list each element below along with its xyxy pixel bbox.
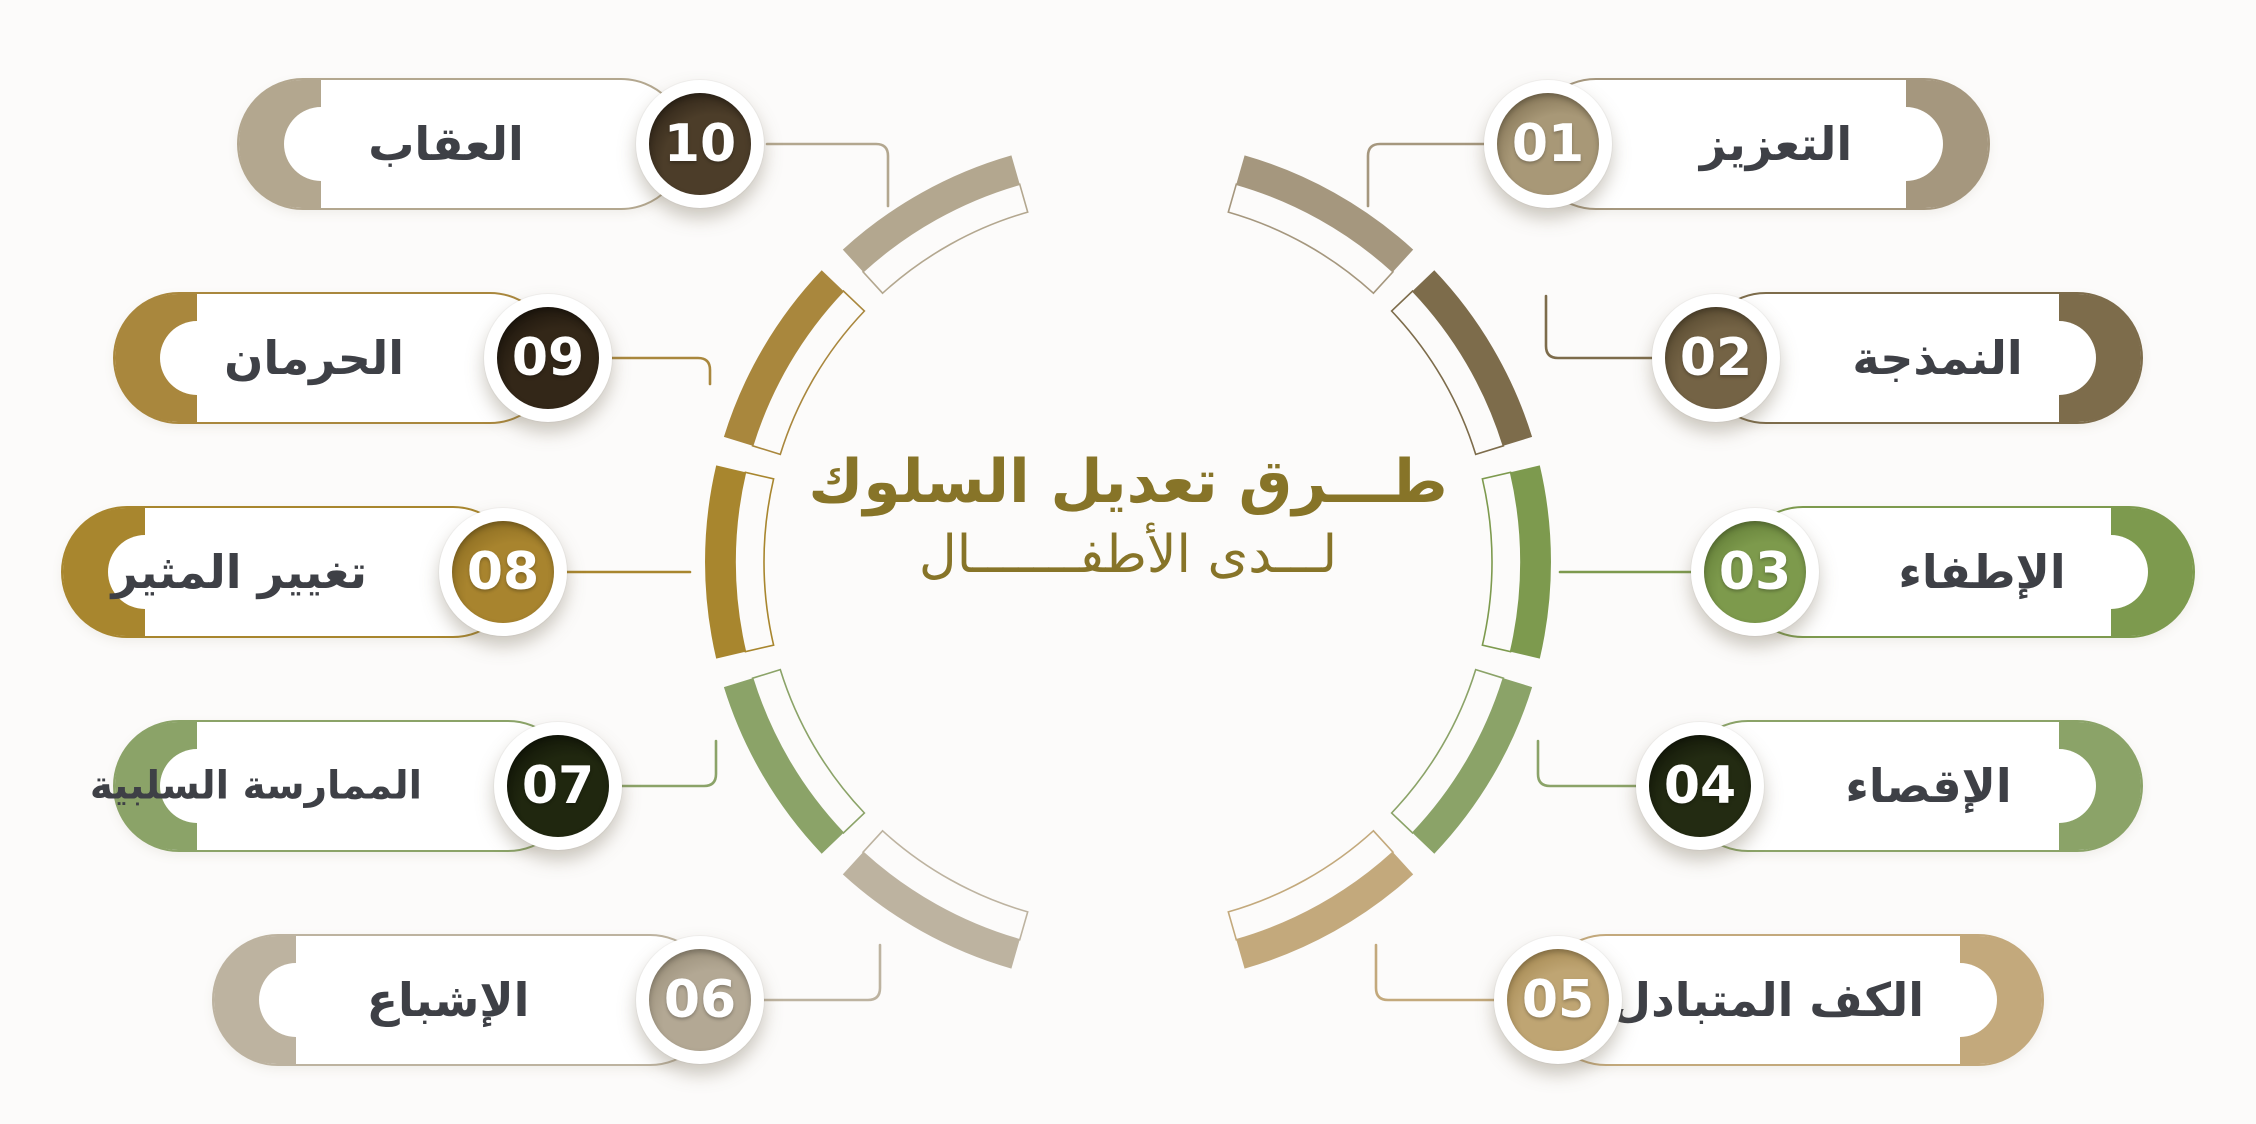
item-number-circle-07: 07 — [507, 735, 609, 837]
arc-band-segment-01 — [1236, 155, 1414, 272]
arc-band-segment-08 — [705, 465, 746, 659]
arc-band-segment-10 — [842, 155, 1020, 272]
arc-outline-segment-05 — [1227, 829, 1395, 941]
connector-line-05 — [1374, 943, 1496, 1002]
item-number-badge-10: 10 — [636, 80, 764, 208]
item-label-06: الإشباع — [366, 973, 530, 1027]
item-number-circle-06: 06 — [649, 949, 751, 1051]
connector-line-07 — [618, 739, 718, 788]
arc-band-segment-04 — [1412, 678, 1533, 854]
item-label-10: العقاب — [368, 117, 524, 171]
item-number-circle-01: 01 — [1497, 93, 1599, 195]
arc-outline-segment-08 — [734, 471, 775, 653]
item-number-circle-02: 02 — [1665, 307, 1767, 409]
item-number-badge-02: 02 — [1652, 294, 1780, 422]
item-number-10: 10 — [663, 114, 737, 174]
item-number-badge-05: 05 — [1494, 936, 1622, 1064]
item-number-badge-01: 01 — [1484, 80, 1612, 208]
connector-line-01 — [1366, 142, 1486, 208]
item-label-08: تغيير المثير — [111, 545, 367, 599]
arc-band-segment-06 — [842, 852, 1020, 969]
item-pill-05: الكف المتبادل — [1540, 934, 2044, 1066]
item-number-02: 02 — [1679, 328, 1753, 388]
item-pill-09: الحرمان — [113, 292, 556, 424]
item-label-05: الكف المتبادل — [1611, 973, 1924, 1027]
item-number-badge-08: 08 — [439, 508, 567, 636]
center-title: طـــرق تعديل السلوك لـــدى الأطفـــــــا… — [778, 448, 1478, 588]
arc-outline-segment-02 — [1390, 289, 1505, 456]
item-number-circle-08: 08 — [452, 521, 554, 623]
connector-line-02 — [1544, 294, 1654, 360]
arc-outline-segment-01 — [1227, 183, 1395, 295]
item-number-03: 03 — [1718, 542, 1792, 602]
item-pill-01: التعزيز — [1530, 78, 1990, 210]
arc-band-segment-07 — [723, 678, 844, 854]
arc-outline-segment-04 — [1390, 668, 1505, 835]
item-pill-03: الإطفاء — [1737, 506, 2195, 638]
item-number-badge-09: 09 — [484, 294, 612, 422]
arc-outline-segment-03 — [1481, 471, 1522, 653]
item-number-06: 06 — [663, 970, 737, 1030]
item-number-08: 08 — [466, 542, 540, 602]
arc-outline-segment-06 — [861, 829, 1029, 941]
item-number-badge-07: 07 — [494, 722, 622, 850]
item-number-05: 05 — [1521, 970, 1595, 1030]
connector-line-04 — [1536, 739, 1638, 788]
arc-band-segment-05 — [1236, 852, 1414, 969]
arc-outline-segment-09 — [751, 289, 866, 456]
item-number-01: 01 — [1511, 114, 1585, 174]
item-number-circle-10: 10 — [649, 93, 751, 195]
item-pill-06: الإشباع — [212, 934, 716, 1066]
item-number-09: 09 — [511, 328, 585, 388]
item-number-badge-03: 03 — [1691, 508, 1819, 636]
arc-band-segment-09 — [723, 270, 844, 446]
item-label-02: النمذجة — [1852, 331, 2023, 385]
item-number-circle-05: 05 — [1507, 949, 1609, 1051]
title-line-2: لـــدى الأطفـــــــال — [918, 525, 1338, 585]
item-number-circle-09: 09 — [497, 307, 599, 409]
item-pill-10: العقاب — [237, 78, 687, 210]
title-line-1: طـــرق تعديل السلوك — [808, 447, 1448, 517]
item-number-badge-06: 06 — [636, 936, 764, 1064]
arc-band-segment-02 — [1412, 270, 1533, 446]
item-label-07: الممارسة السلبية — [89, 763, 422, 809]
item-number-badge-04: 04 — [1636, 722, 1764, 850]
item-label-01: التعزيز — [1699, 117, 1853, 171]
connector-line-06 — [760, 943, 882, 1002]
item-label-03: الإطفاء — [1898, 545, 2066, 599]
item-number-07: 07 — [521, 756, 595, 816]
item-label-09: الحرمان — [224, 331, 404, 385]
connector-line-09 — [607, 356, 712, 386]
arc-outline-segment-07 — [751, 668, 866, 835]
arc-outline-segment-10 — [861, 183, 1029, 295]
item-number-04: 04 — [1663, 756, 1737, 816]
connector-line-10 — [765, 142, 890, 208]
arc-band-segment-03 — [1510, 465, 1551, 659]
item-number-circle-03: 03 — [1704, 521, 1806, 623]
item-label-04: الإقصاء — [1845, 759, 2012, 813]
item-number-circle-04: 04 — [1649, 735, 1751, 837]
